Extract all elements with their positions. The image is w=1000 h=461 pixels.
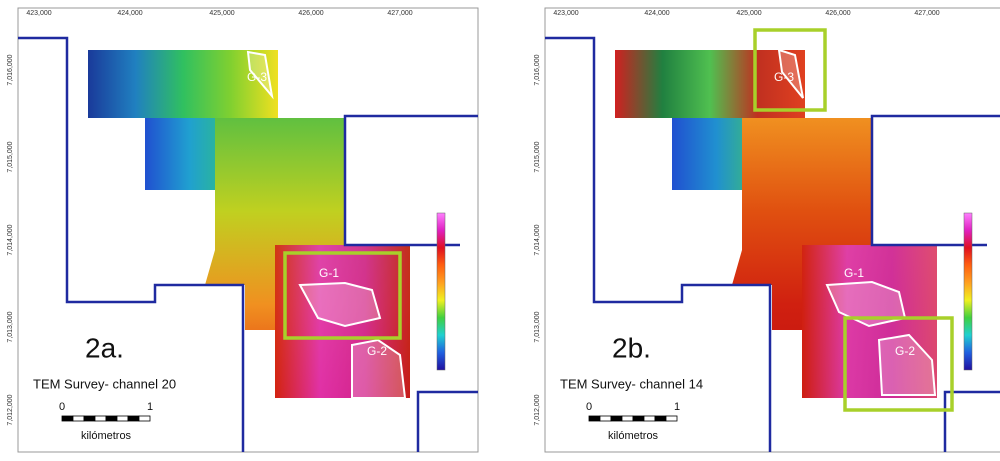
anomaly-label: G-1 [844,266,864,280]
anomaly-label: G-3 [774,70,794,84]
y-coordinate: 7,013,000 [7,311,14,342]
scale-segment [138,415,151,422]
boundary [943,390,1000,452]
anomaly-label: G-2 [367,344,387,358]
panel-label: 2a. [85,332,124,363]
anomaly-outline [877,333,937,396]
y-coordinate: 7,015,000 [534,141,541,172]
boundary [545,36,772,452]
scale-segment [643,415,656,422]
anomaly-outline [777,48,804,99]
boundary [416,390,478,452]
highlight-box [753,28,827,112]
scale-segment [94,415,107,422]
scale-segment [588,415,601,422]
scale-unit: kilómetros [81,430,132,442]
color-bar [963,212,973,371]
anomaly-outline [246,50,274,100]
scale-end: 1 [147,401,153,413]
highlight-box [283,251,402,340]
scale-start: 0 [59,401,65,413]
y-coordinate: 7,016,000 [7,54,14,85]
x-coordinate: 425,000 [209,10,234,17]
anomaly-outline [351,338,407,399]
x-coordinate: 427,000 [914,10,939,17]
x-coordinate: 424,000 [644,10,669,17]
x-coordinate: 424,000 [117,10,142,17]
scale-segment [665,415,678,422]
heat-block [615,50,805,118]
y-coordinate: 7,014,000 [7,224,14,255]
scale-segment [116,415,129,422]
scale-segment [654,415,667,422]
boundary [870,114,1000,247]
heat-block [802,245,937,398]
map-panel: 423,000 424,000 425,000 426,000 427,000 7,016… [7,7,479,453]
x-coordinate: 427,000 [387,10,412,17]
anomaly-outline [298,281,382,328]
x-coordinate: 426,000 [298,10,323,17]
scale-segment [127,415,140,422]
scale-segment [632,415,645,422]
scale-segment [83,415,96,422]
heat-block [275,245,410,398]
map-panel: 423,000 424,000 425,000 426,000 427,000 7,016… [534,7,1000,453]
y-coordinate: 7,012,000 [7,394,14,425]
panel-caption: TEM Survey- channel 14 [560,376,703,391]
x-coordinate: 425,000 [736,10,761,17]
color-bar [436,212,446,371]
boundary [343,114,478,247]
y-coordinate: 7,014,000 [534,224,541,255]
panel-label: 2b. [612,332,651,363]
heat-block [88,50,278,118]
scale-start: 0 [586,401,592,413]
y-coordinate: 7,012,000 [534,394,541,425]
scale-unit: kilómetros [608,430,659,442]
y-coordinate: 7,015,000 [7,141,14,172]
y-coordinate: 7,016,000 [534,54,541,85]
boundary [18,36,245,452]
scale-segment [599,415,612,422]
highlight-box [843,316,954,412]
x-coordinate: 423,000 [26,10,51,17]
scale-end: 1 [674,401,680,413]
anomaly-label: G-2 [895,344,915,358]
scale-segment [610,415,623,422]
y-coordinate: 7,013,000 [534,311,541,342]
anomaly-label: G-3 [247,70,267,84]
panel-caption: TEM Survey- channel 20 [33,376,176,391]
x-coordinate: 423,000 [553,10,578,17]
scale-segment [105,415,118,422]
anomaly-label: G-1 [319,266,339,280]
scale-segment [621,415,634,422]
x-coordinate: 426,000 [825,10,850,17]
scale-segment [72,415,85,422]
scale-segment [61,415,74,422]
